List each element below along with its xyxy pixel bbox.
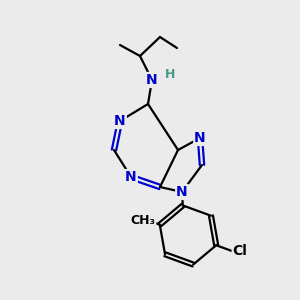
Text: N: N <box>194 131 206 145</box>
Text: N: N <box>176 185 188 199</box>
Text: N: N <box>114 114 126 128</box>
Text: N: N <box>146 73 158 87</box>
Text: Cl: Cl <box>233 244 248 258</box>
Text: CH₃: CH₃ <box>130 214 155 227</box>
Text: H: H <box>165 68 175 82</box>
Text: N: N <box>125 170 137 184</box>
